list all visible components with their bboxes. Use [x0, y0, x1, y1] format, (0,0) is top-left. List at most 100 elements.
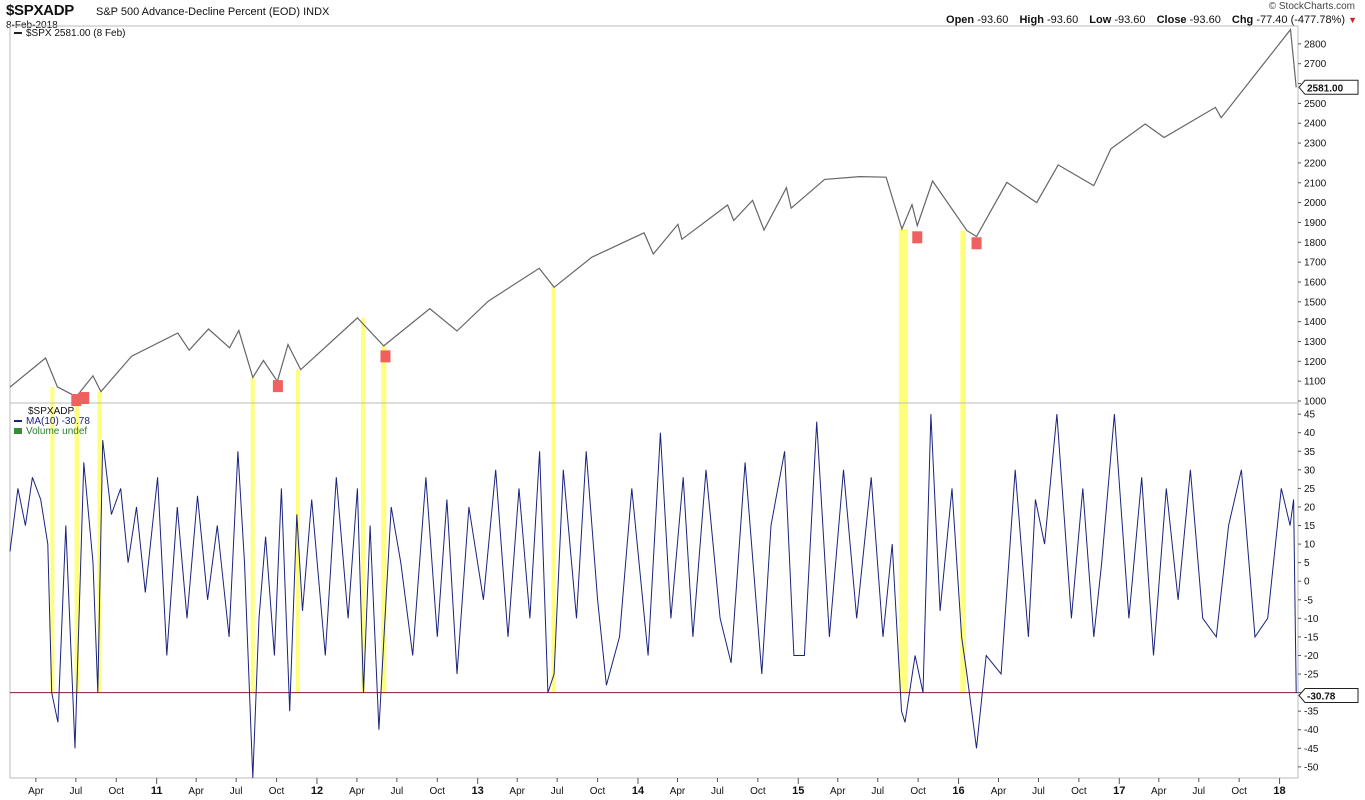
x-tick-label: Jul: [69, 786, 82, 797]
indicator-y-tick-label: -40: [1304, 725, 1319, 736]
indicator-y-tick-label: 5: [1304, 558, 1310, 569]
panel-frames: [9, 25, 1299, 779]
x-tick-label: 13: [472, 785, 484, 797]
x-tick-label: 15: [792, 785, 804, 797]
x-tick-label: Oct: [1071, 786, 1087, 797]
x-tick-label: Oct: [750, 786, 766, 797]
highlight-band: [551, 287, 556, 693]
price-y-tick-label: 1900: [1304, 218, 1327, 229]
indicator-y-tick-label: 35: [1304, 447, 1316, 458]
x-tick-label: 18: [1273, 785, 1285, 797]
indicator-y-tick-label: 40: [1304, 428, 1316, 439]
highlight-band: [250, 377, 255, 693]
x-tick-label: 12: [311, 785, 323, 797]
x-tick-label: Apr: [830, 786, 846, 797]
x-tick-label: Oct: [910, 786, 926, 797]
price-y-tick-label: 1400: [1304, 317, 1327, 328]
price-y-tick-label: 1000: [1304, 397, 1327, 408]
price-y-tick-label: 1100: [1304, 377, 1326, 388]
indicator-y-tick-label: -50: [1304, 762, 1319, 773]
change-label: Chg: [1231, 14, 1254, 26]
low-label: Low: [1089, 14, 1112, 26]
down-arrow-icon: ▼: [1348, 15, 1357, 25]
x-tick-label: 11: [151, 785, 163, 797]
x-tick-label: Jul: [1032, 786, 1045, 797]
x-tick-label: Oct: [1231, 786, 1247, 797]
x-tick-label: Apr: [188, 786, 204, 797]
high-value: -93.60: [1047, 14, 1079, 26]
low-value: -93.60: [1114, 14, 1146, 26]
description-text: S&P 500 Advance-Decline Percent (EOD): [96, 6, 301, 18]
x-tick-label: Apr: [28, 786, 44, 797]
open-value: -93.60: [977, 14, 1009, 26]
indicator-last-value-box: [1298, 688, 1359, 703]
y-axes: 1000 1100 1200 1300 1400 1500 1600 1700 1800 1900…: [1298, 39, 1359, 773]
x-tick-label: Jul: [551, 786, 564, 797]
exchange-label: INDX: [303, 6, 330, 18]
x-tick-label: 16: [952, 785, 964, 797]
x-axis: Apr Jul Oct 11 Apr Jul Oct 12 Apr Jul Oct 13 Apr Jul O…: [28, 778, 1286, 797]
indicator-y-tick-label: -35: [1304, 707, 1319, 718]
indicator-y-tick-label: 15: [1304, 521, 1316, 532]
indicator-y-tick-label: 10: [1304, 540, 1316, 551]
price-y-tick-label: 1700: [1304, 258, 1327, 269]
x-tick-label: Oct: [108, 786, 124, 797]
highlight-band: [74, 396, 79, 693]
highlight-band: [960, 230, 967, 693]
price-last-value-box: [1298, 79, 1359, 95]
brand-link[interactable]: © StockCharts.com: [1268, 1, 1355, 12]
change-value: -77.40 (-477.78%): [1256, 14, 1346, 26]
price-panel: [9, 28, 1297, 407]
highlight-band: [360, 317, 365, 693]
volume-legend-swatch: [14, 428, 22, 434]
x-tick-label: Apr: [991, 786, 1007, 797]
price-y-tick-label: 1800: [1304, 238, 1327, 249]
x-tick-label: Apr: [509, 786, 525, 797]
price-y-tick-label: 1600: [1304, 277, 1327, 288]
x-tick-label: Apr: [670, 786, 686, 797]
price-y-tick-label: 2700: [1304, 59, 1327, 70]
highlight-band: [898, 228, 909, 693]
red-marker: [272, 380, 283, 393]
highlight-band: [381, 345, 387, 693]
price-y-tick-label: 1300: [1304, 337, 1327, 348]
price-last-value: 2581.00: [1307, 83, 1344, 94]
chart-description: S&P 500 Advance-Decline Percent (EOD) IN…: [96, 6, 329, 18]
x-tick-label: Jul: [1192, 786, 1205, 797]
price-y-tick-label: 2500: [1304, 99, 1327, 110]
indicator-y-tick-label: -45: [1304, 744, 1319, 755]
ma-legend: MA(10) -30.78: [26, 416, 90, 427]
red-marker: [380, 350, 391, 363]
indicator-y-tick-label: -20: [1304, 651, 1319, 662]
x-tick-label: Jul: [390, 786, 403, 797]
red-marker: [71, 394, 82, 407]
x-tick-label: Jul: [230, 786, 243, 797]
volume-legend: Volume undef: [26, 426, 87, 437]
price-y-tick-label: 2400: [1304, 119, 1327, 130]
red-marker: [79, 392, 90, 405]
price-y-tick-label: 2000: [1304, 198, 1327, 209]
indicator-panel: [9, 414, 1298, 779]
x-tick-label: Jul: [711, 786, 724, 797]
close-value: -93.60: [1189, 14, 1221, 26]
x-tick-label: Apr: [349, 786, 365, 797]
chart-symbol: $SPXADP: [6, 2, 74, 19]
price-y-tick-label: 2200: [1304, 158, 1327, 169]
x-tick-label: Jul: [871, 786, 884, 797]
indicator-y-tick-label: 25: [1304, 484, 1316, 495]
indicator-y-tick-label: -15: [1304, 632, 1319, 643]
price-y-tick-label: 1500: [1304, 297, 1327, 308]
indicator-panel-frame: [9, 402, 1299, 779]
x-tick-label: Oct: [590, 786, 606, 797]
x-tick-label: Apr: [1151, 786, 1167, 797]
ohlc-readout: Open -93.60 High -93.60 Low -93.60 Close…: [946, 14, 1357, 26]
indicator-y-tick-label: -5: [1304, 595, 1313, 606]
indicator-y-tick-label: 30: [1304, 465, 1316, 476]
price-legend: $SPX 2581.00 (8 Feb): [26, 28, 126, 39]
indicator-last-value: -30.78: [1307, 692, 1336, 703]
indicator-y-tick-label: -10: [1304, 614, 1319, 625]
price-y-tick-label: 2100: [1304, 178, 1327, 189]
x-tick-label: 17: [1113, 785, 1125, 797]
